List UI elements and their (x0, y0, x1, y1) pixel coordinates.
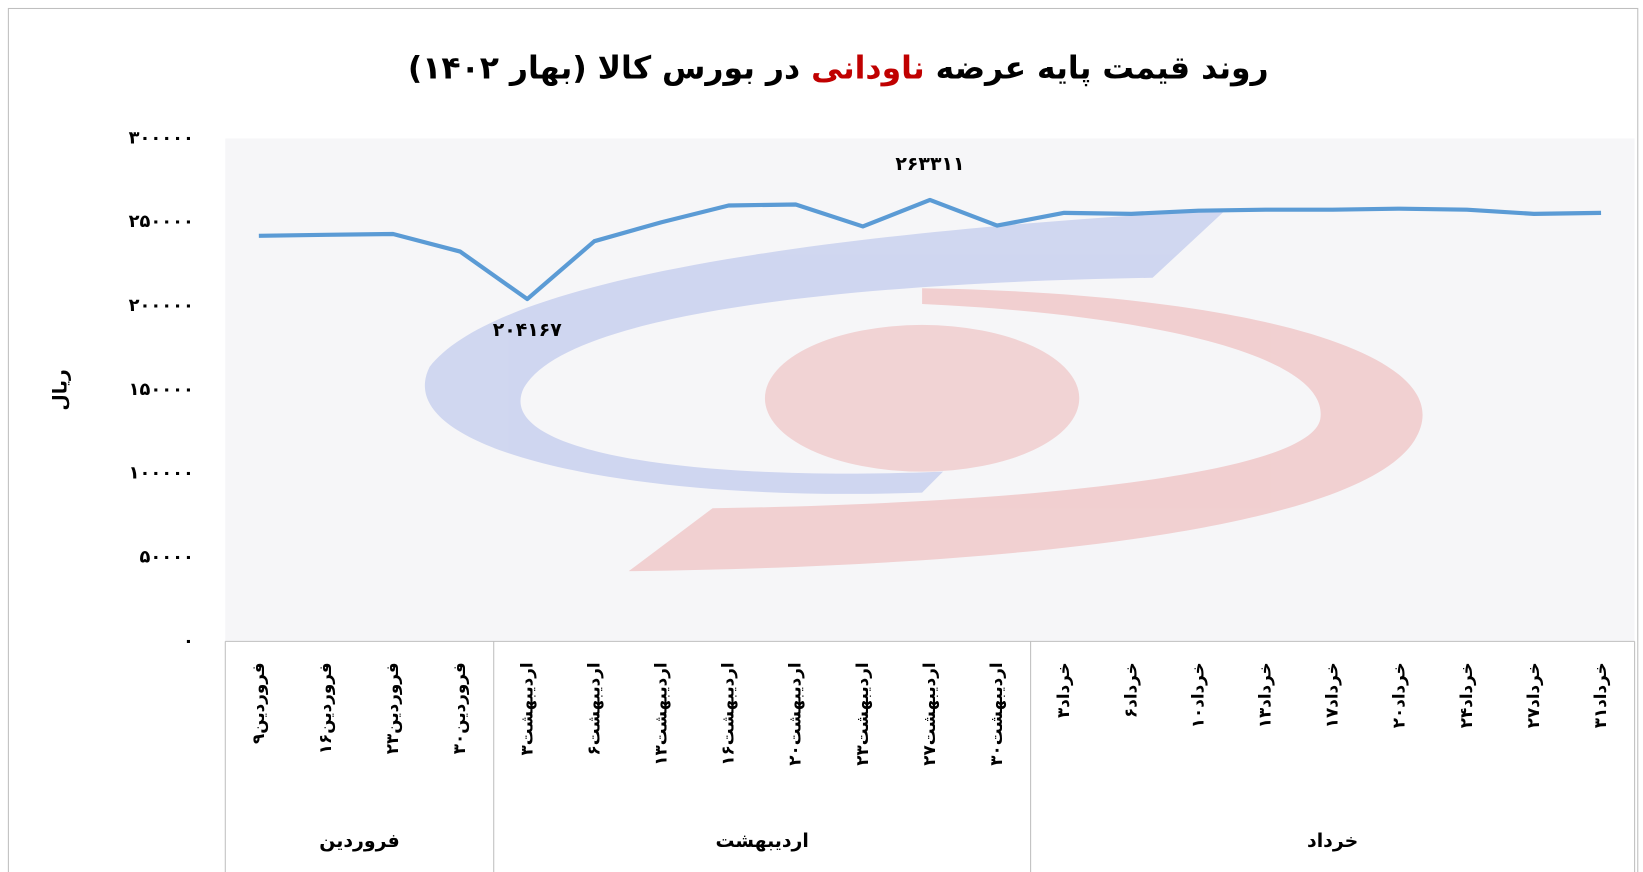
plot-area (225, 138, 1635, 642)
x-tick-label: ۲۴خرداد (1456, 662, 1477, 728)
y-tick-label: ۱۰۰۰۰۰ (129, 463, 194, 484)
data-label: ۲۰۴۱۶۷ (493, 319, 563, 341)
x-tick-label: ۱۳خرداد (1255, 662, 1276, 728)
x-tick-label: ۲۳اردیبهشت (852, 662, 873, 765)
x-tick-label: ۹فروردین (248, 662, 269, 744)
x-tick-label: ۲۳فروردین (382, 662, 403, 754)
y-tick-label: ۱۵۰۰۰۰ (129, 379, 194, 400)
y-tick-label: ۲۰۰۰۰۰ (129, 295, 194, 316)
x-tick-label: ۱۷خرداد (1322, 662, 1343, 728)
x-tick-label: ۱۶اردیبهشت (718, 662, 739, 765)
x-tick-label: ۳۰فروردین (449, 662, 470, 754)
x-tick-label: ۳۰اردیبهشت (986, 662, 1007, 765)
group-label: خرداد (1307, 830, 1358, 852)
x-tick-label: ۳اردیبهشت (516, 662, 537, 755)
x-tick-label: ۲۷خرداد (1523, 662, 1544, 728)
x-tick-label: ۶خرداد (1120, 662, 1141, 718)
x-tick-label: ۱۶فروردین (315, 662, 336, 754)
watermark (424, 209, 1423, 572)
y-tick-label: ۲۵۰۰۰۰ (129, 211, 194, 232)
title-part: در بورس کالا (بهار ۱۴۰۲) (408, 50, 811, 86)
group-label: اردیبهشت (715, 830, 808, 852)
line-series (258, 197, 1602, 302)
y-tick-label: ۵۰۰۰۰ (140, 547, 194, 568)
group-label: فروردین (319, 830, 399, 852)
x-tick-label: ۲۷اردیبهشت (919, 662, 940, 765)
x-tick-label: ۳خرداد (1053, 662, 1074, 718)
x-tick-label: ۲۰خرداد (1389, 662, 1410, 728)
x-tick-label: ۶اردیبهشت (583, 662, 604, 755)
x-tick-label: ۳۱خرداد (1590, 662, 1611, 728)
x-tick-label: ۲۰اردیبهشت (785, 662, 806, 765)
x-tick-label: ۱۳اردیبهشت (651, 662, 672, 765)
chart-frame (7, 7, 1639, 872)
y-axis-label: ریال (49, 369, 71, 410)
data-label: ۲۶۳۳۱۱ (895, 153, 964, 175)
title-part: ناودانی (811, 50, 925, 86)
x-tick-label: ۱۰خرداد (1187, 662, 1208, 728)
y-tick-label: ۳۰۰۰۰۰ (129, 127, 194, 148)
title-part: روند قیمت پایه عرضه (925, 50, 1269, 86)
y-tick-label: ۰ (183, 630, 194, 651)
chart-title: روند قیمت پایه عرضه ناودانی در بورس کالا… (408, 50, 1269, 86)
